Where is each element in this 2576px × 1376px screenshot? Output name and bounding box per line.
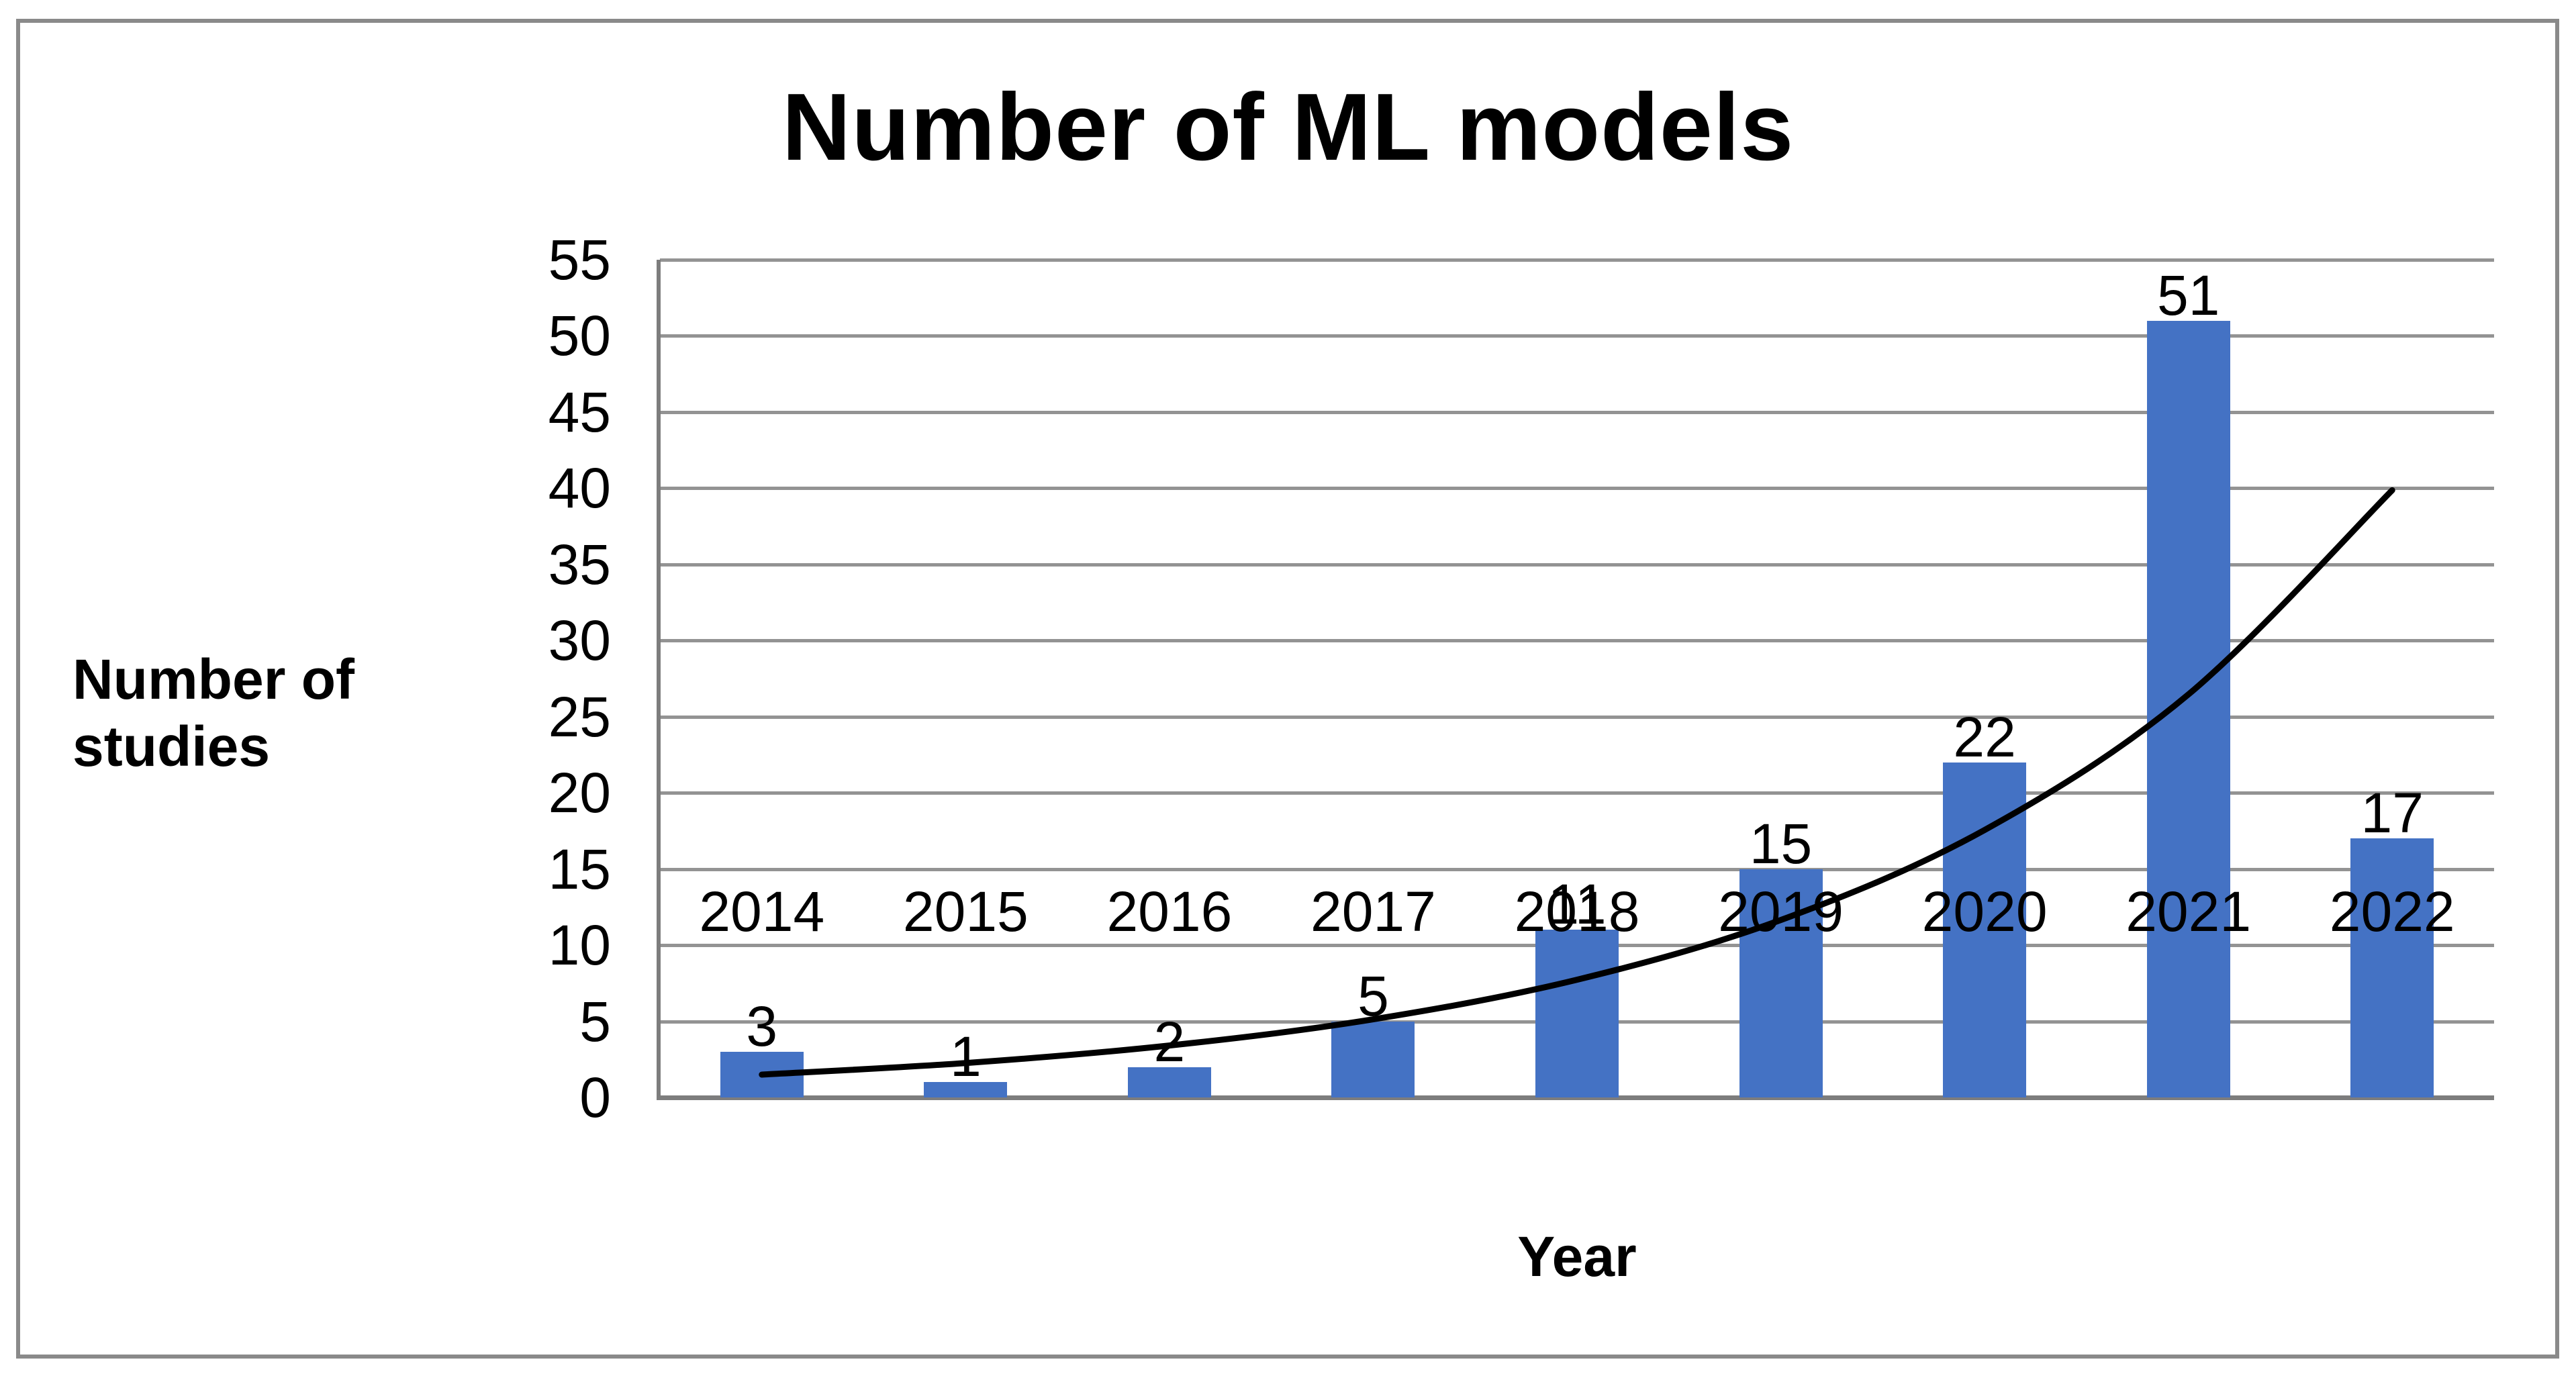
gridline-25 [660,715,2494,719]
x-axis-line [657,1095,2494,1100]
figure-border [16,19,2559,1359]
trendline-path [759,487,2395,1078]
x-tick-label: 2014 [699,880,825,943]
bar-2020 [1943,762,2027,1097]
y-tick-label: 55 [548,228,611,291]
bar-2016 [1127,1067,1211,1097]
y-tick-label: 15 [548,837,611,901]
y-tick-label: 40 [548,456,611,520]
bar-value-label: 1 [949,1025,982,1089]
y-tick-label: 35 [548,532,611,596]
x-tick-label: 2015 [902,880,1029,943]
y-tick-label: 45 [548,380,611,444]
y-tick-label: 50 [548,304,611,368]
trendline [759,487,2395,1078]
x-axis-title: Year [1517,1225,1637,1288]
gridline-30 [660,639,2494,643]
gridline-55 [660,258,2494,262]
gridline-50 [660,334,2494,338]
x-tick-label: 2017 [1310,880,1436,943]
y-tick-label: 30 [548,609,611,673]
gridline-35 [660,562,2494,567]
gridline-15 [660,867,2494,871]
bar-value-label: 22 [1953,705,2016,769]
x-tick-label: 2022 [2329,880,2455,943]
x-tick-label: 2021 [2126,880,2252,943]
bar-value-label: 2 [1153,1010,1186,1073]
gridline-40 [660,487,2494,491]
x-tick-label: 2019 [1718,880,1844,943]
gridline-20 [660,791,2494,795]
bar-2018 [1535,930,1619,1097]
y-tick-label: 20 [548,761,611,825]
y-tick-label: 5 [579,989,611,1053]
x-tick-label: 2016 [1106,880,1233,943]
bar-2017 [1331,1021,1415,1097]
y-tick-label: 10 [548,914,611,977]
bar-2015 [924,1082,1008,1097]
gridline-45 [660,410,2494,414]
bar-value-label: 3 [746,994,778,1058]
y-tick-label: 0 [579,1066,611,1129]
y-tick-label: 25 [548,685,611,748]
plot-area: 3 1 2 5 11 15 22 51 17 [657,258,2494,1100]
bar-value-label: 11 [1547,873,1607,936]
y-axis-line [657,260,661,1099]
bar-2022 [2350,838,2434,1097]
y-axis-title: Number of studies [73,648,354,778]
x-tick-label: 2020 [1921,880,2048,943]
bar-2021 [2146,320,2230,1097]
bar-value-label: 17 [2360,781,2424,845]
bar-value-label: 15 [1749,812,1813,875]
chart-title: Number of ML models [781,74,1795,181]
bar-value-label: 5 [1357,964,1389,1028]
bar-value-label: 51 [2156,263,2220,327]
x-tick-label: 2018 [1514,880,1640,943]
